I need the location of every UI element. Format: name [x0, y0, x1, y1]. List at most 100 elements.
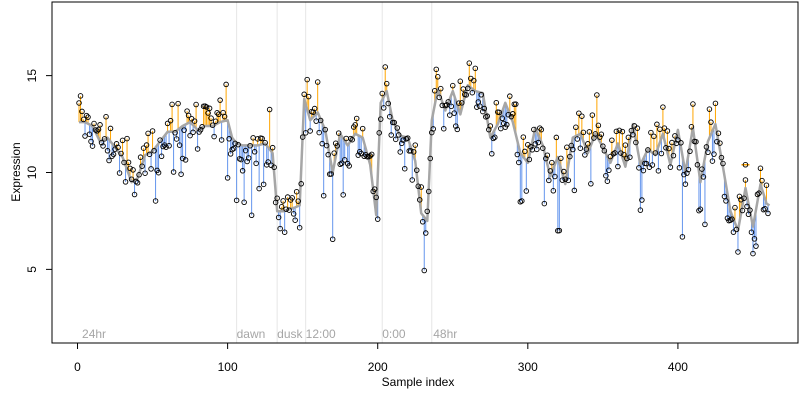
data-point	[412, 142, 418, 148]
data-point	[296, 224, 303, 231]
data-point	[235, 141, 241, 148]
data-point	[694, 162, 701, 168]
data-point	[463, 92, 470, 98]
data-point	[471, 77, 477, 84]
data-point	[137, 154, 144, 160]
data-point	[83, 112, 90, 119]
data-point	[197, 127, 204, 133]
data-point	[490, 135, 497, 142]
data-point	[314, 79, 321, 85]
data-point	[371, 186, 378, 192]
data-point	[331, 150, 337, 156]
data-point	[410, 149, 417, 155]
data-point	[607, 153, 614, 160]
data-point	[262, 139, 268, 146]
data-point	[453, 123, 459, 129]
data-point	[655, 168, 662, 174]
data-point	[526, 156, 533, 163]
data-point	[91, 120, 97, 127]
data-point	[76, 100, 82, 106]
x-tick-label: 400	[668, 360, 688, 374]
data-point	[603, 172, 609, 179]
data-point	[747, 207, 753, 213]
data-point	[492, 134, 498, 141]
data-point	[718, 154, 725, 161]
data-point	[547, 168, 554, 174]
data-point	[373, 194, 379, 201]
data-point	[516, 159, 522, 166]
data-point	[77, 93, 84, 99]
axes: 0 100 200 300 400 5 10 15	[25, 1, 799, 374]
data-point	[640, 167, 647, 174]
data-point	[223, 81, 229, 88]
data-point	[113, 141, 120, 147]
data-point	[187, 132, 193, 139]
data-point	[592, 131, 599, 137]
data-point	[221, 113, 228, 120]
data-point	[720, 160, 726, 167]
data-point	[302, 130, 309, 136]
data-point	[419, 218, 426, 225]
data-point	[340, 192, 346, 198]
data-point	[549, 159, 555, 166]
time-guides	[236, 2, 433, 343]
data-point	[667, 164, 674, 170]
data-point	[538, 126, 545, 133]
data-point	[756, 190, 762, 196]
data-point	[214, 110, 220, 116]
data-point	[163, 144, 169, 150]
data-point	[95, 126, 102, 133]
data-point	[305, 93, 312, 100]
data-point	[125, 159, 132, 166]
data-point	[481, 105, 488, 112]
data-point	[145, 130, 151, 137]
data-points	[76, 60, 771, 274]
data-point	[248, 212, 255, 219]
data-point	[136, 172, 142, 178]
data-point	[359, 125, 366, 132]
data-point	[292, 217, 298, 223]
data-point	[687, 148, 693, 154]
data-point	[688, 124, 695, 130]
y-tick-label: 10	[25, 166, 39, 180]
data-point	[736, 193, 743, 200]
data-point	[320, 192, 327, 199]
data-point	[753, 243, 759, 249]
data-point	[660, 104, 666, 110]
data-point	[708, 119, 714, 125]
data-point	[271, 164, 277, 171]
data-point	[283, 206, 289, 212]
data-point	[295, 198, 301, 204]
data-point	[601, 148, 608, 154]
data-point	[733, 226, 740, 233]
data-point	[239, 168, 246, 174]
data-point	[190, 129, 196, 136]
time-annotation: 0:00	[382, 327, 406, 341]
data-point	[260, 181, 267, 188]
data-point	[232, 140, 238, 147]
data-point	[474, 104, 480, 110]
data-point	[433, 66, 440, 73]
data-point	[709, 158, 716, 164]
data-point	[664, 128, 671, 134]
data-point	[451, 110, 458, 116]
data-point	[634, 125, 641, 131]
y-tick-label: 5	[25, 266, 39, 273]
data-point	[307, 128, 313, 134]
data-point	[395, 132, 402, 138]
data-point	[206, 105, 213, 112]
data-point	[407, 148, 414, 154]
data-point	[194, 146, 201, 152]
data-point	[208, 115, 214, 121]
data-point	[157, 137, 163, 143]
data-point	[544, 152, 551, 158]
data-point	[167, 117, 174, 124]
data-point	[299, 134, 306, 140]
data-point	[579, 113, 585, 119]
y-tick-label: 15	[25, 69, 39, 83]
data-point	[293, 188, 300, 195]
data-point	[748, 229, 755, 235]
data-point	[595, 122, 602, 129]
data-point	[140, 145, 147, 151]
data-point	[447, 112, 453, 118]
